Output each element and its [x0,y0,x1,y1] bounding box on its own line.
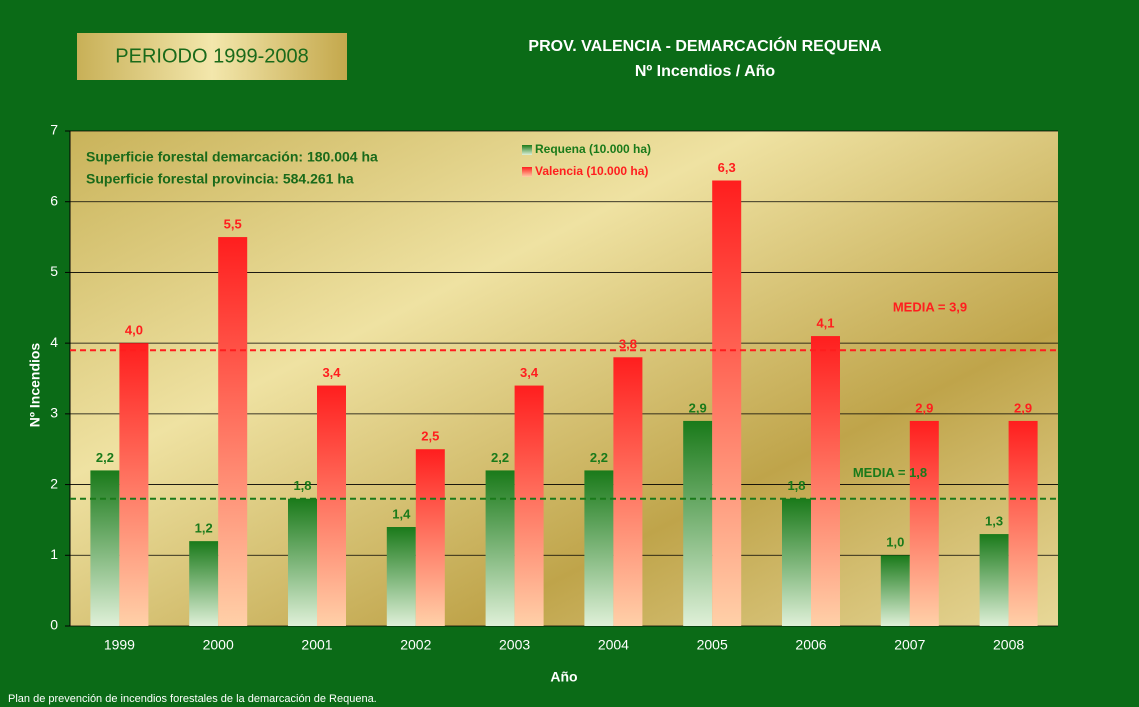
chart-title: PROV. VALENCIA - DEMARCACIÓN REQUENA [528,36,882,55]
bar [90,470,120,626]
bar [613,357,643,626]
value-label: 2,2 [590,450,608,465]
legend-swatch [522,145,532,155]
bar [811,336,840,626]
y-tick-label: 4 [50,334,58,350]
legend-label: Valencia (10.000 ha) [535,164,648,178]
value-label: 1,8 [293,478,311,493]
bar [288,498,317,626]
legend-swatch [522,167,532,177]
bar [485,470,515,626]
value-label: 2,2 [491,450,509,465]
bar [979,534,1009,626]
x-tick-label: 2005 [697,637,728,653]
value-label: 2,9 [915,400,933,415]
bar [218,237,248,627]
y-tick-label: 6 [50,192,58,208]
x-tick-label: 2000 [203,637,234,653]
bar [880,555,910,626]
bar [189,541,219,626]
y-tick-label: 7 [50,122,58,138]
bar [119,343,149,626]
value-label: 5,5 [224,217,242,232]
value-label: 1,3 [985,514,1003,529]
y-tick-label: 1 [50,546,58,562]
value-label: 6,3 [718,160,736,175]
bar [683,420,713,626]
x-tick-label: 2006 [795,637,826,653]
chart-subtitle: Nº Incendios / Año [635,63,776,80]
bar [1008,420,1038,626]
x-axis-label: Año [550,669,577,685]
y-tick-label: 2 [50,475,58,491]
bar [317,385,346,626]
bar [386,527,416,626]
annotation: Superficie forestal demarcación: 180.004… [86,149,378,165]
bar [712,180,742,626]
value-label: 2,9 [689,400,707,415]
footer: Plan de prevención de incendios forestal… [8,693,377,705]
bar [584,470,614,626]
value-label: 4,1 [816,316,834,331]
x-tick-label: 2003 [499,637,530,653]
value-label: 2,5 [421,429,439,444]
reference-label: MEDIA = 3,9 [893,300,967,315]
y-tick-label: 5 [50,263,58,279]
x-tick-label: 2001 [301,637,332,653]
value-label: 1,4 [392,506,411,521]
value-label: 1,0 [886,535,904,550]
y-tick-label: 0 [50,617,58,633]
bar [909,420,939,626]
x-tick-label: 2002 [400,637,431,653]
period-label: PERIODO 1999-2008 [115,45,308,67]
x-tick-label: 1999 [104,637,135,653]
value-label: 1,2 [195,521,213,536]
value-label: 4,0 [125,323,143,338]
x-tick-label: 2008 [993,637,1024,653]
value-label: 2,9 [1014,400,1032,415]
legend-label: Requena (10.000 ha) [535,142,651,156]
value-label: 3,4 [520,365,539,380]
y-tick-label: 3 [50,405,58,421]
period-box [77,33,347,80]
bar [782,498,811,626]
value-label: 1,8 [787,478,805,493]
reference-label: MEDIA = 1,8 [853,465,927,480]
y-axis-label: Nº Incendios [27,343,43,428]
value-label: 3,8 [619,337,637,352]
value-label: 3,4 [322,365,341,380]
bar [514,385,544,626]
x-tick-label: 2007 [894,637,925,653]
x-tick-label: 2004 [598,637,629,653]
annotation: Superficie forestal provincia: 584.261 h… [86,171,354,187]
value-label: 2,2 [96,450,114,465]
bar [415,449,445,626]
